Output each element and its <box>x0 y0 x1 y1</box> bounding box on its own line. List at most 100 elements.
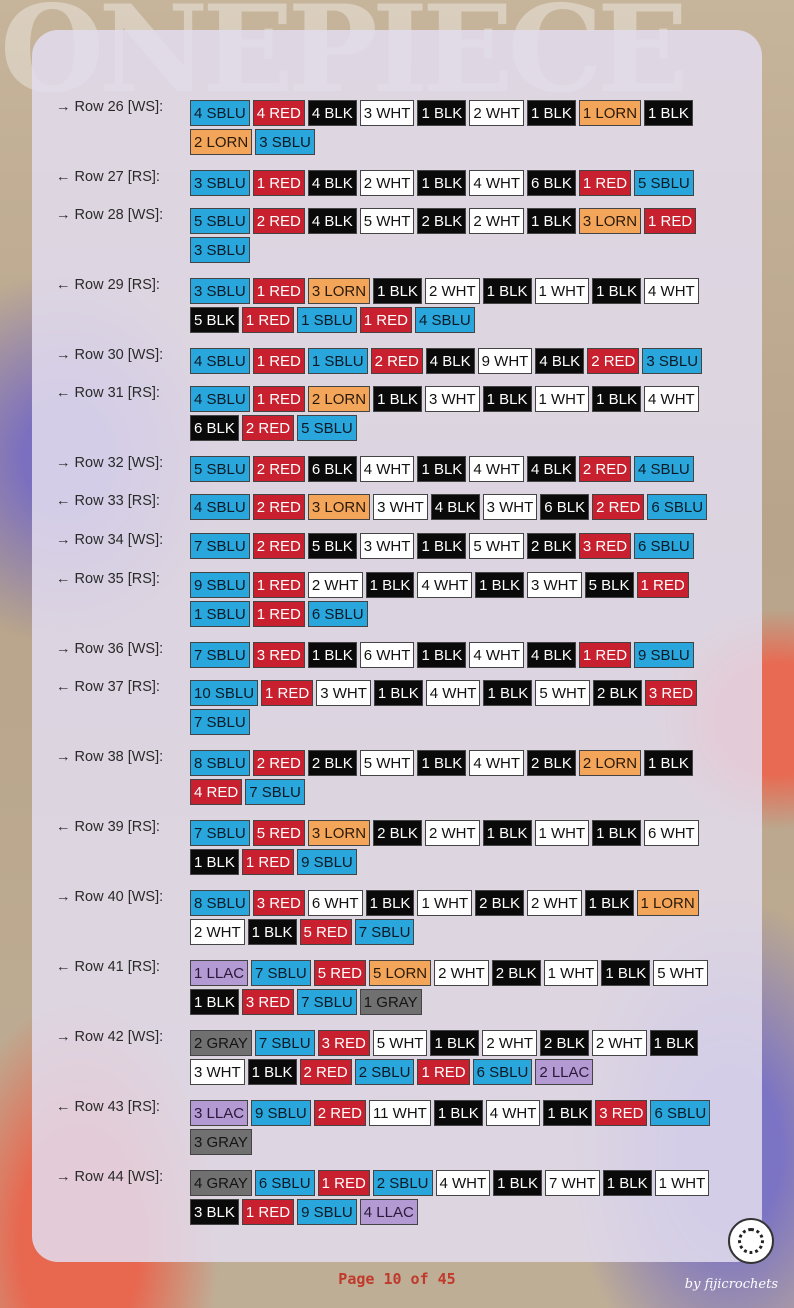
stitch-count-swatch: 5 WHT <box>372 1030 428 1056</box>
stitch-count-swatch: 2 RED <box>370 348 423 374</box>
stitch-count-swatch: 2 RED <box>252 533 305 559</box>
stitch-count-swatch: 8 SBLU <box>190 890 250 916</box>
stitch-count-swatch: 2 WHT <box>434 960 489 986</box>
color-swatch-group: 3 LLAC 9 SBLU 2 RED 11 WHT 1 BLK 4 WHT 1 BLK 3 … <box>190 1100 730 1155</box>
stitch-count-swatch: 1 WHT <box>543 960 599 986</box>
stitch-count-swatch: 3 WHT <box>316 680 371 706</box>
stitch-count-swatch: 4 WHT <box>435 1170 491 1196</box>
stitch-count-swatch: 4 SBLU <box>190 348 250 374</box>
stitch-count-swatch: 3 WHT <box>526 572 582 598</box>
stitch-count-swatch: 1 BLK <box>247 1059 297 1085</box>
stitch-count-swatch: 3 RED <box>241 989 295 1015</box>
stitch-count-swatch: 1 RED <box>252 170 305 196</box>
stitch-count-swatch: 2 RED <box>587 348 640 374</box>
color-swatch-group: 5 SBLU 2 RED 6 BLK 4 WHT 1 BLK 4 WHT 4 BLK 2 RE… <box>190 456 730 482</box>
stitch-count-swatch: 3 RED <box>252 642 305 668</box>
stitch-count-swatch: 5 WHT <box>535 680 590 706</box>
stitch-count-swatch: 4 LLAC <box>359 1199 418 1225</box>
stitch-count-swatch: 6 SBLU <box>472 1059 533 1085</box>
stitch-count-swatch: 6 WHT <box>359 642 415 668</box>
stitch-count-swatch: 6 BLK <box>540 494 590 520</box>
stitch-count-swatch: 1 BLK <box>649 1030 699 1056</box>
stitch-count-swatch: 1 SBLU <box>307 348 368 374</box>
stitch-count-swatch: 6 SBLU <box>254 1170 315 1196</box>
stitch-count-swatch: 1 BLK <box>433 1100 483 1126</box>
stitch-count-swatch: 3 RED <box>595 1100 648 1126</box>
stitch-count-swatch: 6 SBLU <box>307 601 368 627</box>
stitch-count-swatch: 5 BLK <box>190 307 239 333</box>
stitch-count-swatch: 3 SBLU <box>190 170 250 196</box>
stitch-count-swatch: 4 SBLU <box>634 456 694 482</box>
stitch-count-swatch: 3 WHT <box>373 494 428 520</box>
stitch-count-swatch: 3 WHT <box>359 533 415 559</box>
stitch-count-swatch: 1 RED <box>252 601 305 627</box>
stitch-count-swatch: 4 RED <box>252 100 305 126</box>
row-label: ← Row 43 [RS]: <box>56 1099 160 1115</box>
stitch-count-swatch: 7 SBLU <box>251 960 311 986</box>
stitch-count-swatch: 5 WHT <box>359 208 415 234</box>
stitch-count-swatch: 1 BLK <box>644 100 693 126</box>
stitch-count-swatch: 1 GRAY <box>359 989 422 1015</box>
row-label: → Row 44 [WS]: <box>56 1169 164 1185</box>
stitch-count-swatch: 2 LLAC <box>535 1059 594 1085</box>
stitch-count-swatch: 1 SBLU <box>190 601 250 627</box>
color-swatch-group: 8 SBLU 2 RED 2 BLK 5 WHT 1 BLK 4 WHT 2 BLK 2 LO… <box>190 750 730 805</box>
stitch-count-swatch: 4 SBLU <box>190 494 250 520</box>
stitch-count-swatch: 9 SBLU <box>634 642 694 668</box>
stitch-count-swatch: 2 WHT <box>359 170 415 196</box>
color-swatch-group: 4 SBLU 1 RED 2 LORN 1 BLK 3 WHT 1 BLK 1 WHT 1 B… <box>190 386 730 441</box>
row-label: ← Row 31 [RS]: <box>56 385 160 401</box>
stitch-count-swatch: 3 SBLU <box>190 278 250 304</box>
stitch-count-swatch: 1 BLK <box>482 386 532 412</box>
stitch-count-swatch: 2 SBLU <box>354 1059 415 1085</box>
stitch-count-swatch: 4 BLK <box>430 494 480 520</box>
stitch-count-swatch: 2 RED <box>578 456 632 482</box>
stitch-count-swatch: 5 RED <box>313 960 366 986</box>
stitch-count-swatch: 4 WHT <box>469 642 524 668</box>
stitch-count-swatch: 6 WHT <box>307 890 363 916</box>
stitch-count-swatch: 2 RED <box>252 750 305 776</box>
stitch-count-swatch: 1 LORN <box>636 890 699 916</box>
stitch-count-swatch: 6 BLK <box>190 415 239 441</box>
color-swatch-group: 4 GRAY 6 SBLU 1 RED 2 SBLU 4 WHT 1 BLK 7 WHT 1 … <box>190 1170 730 1225</box>
stitch-count-swatch: 2 BLK <box>526 533 576 559</box>
stitch-count-swatch: 3 WHT <box>190 1059 245 1085</box>
stitch-count-swatch: 2 BLK <box>373 820 422 846</box>
stitch-count-swatch: 2 BLK <box>540 1030 589 1056</box>
stitch-count-swatch: 9 SBLU <box>251 1100 311 1126</box>
stitch-count-swatch: 4 WHT <box>485 1100 541 1126</box>
stitch-count-swatch: 3 SBLU <box>255 129 315 155</box>
stitch-count-swatch: 7 SBLU <box>190 533 250 559</box>
stitch-count-swatch: 1 BLK <box>584 890 634 916</box>
color-swatch-group: 4 SBLU 1 RED 1 SBLU 2 RED 4 BLK 9 WHT 4 BLK 2 R… <box>190 348 730 374</box>
stitch-count-swatch: 1 BLK <box>365 572 415 598</box>
stitch-count-swatch: 4 BLK <box>307 170 357 196</box>
stitch-count-swatch: 5 BLK <box>584 572 634 598</box>
stitch-count-swatch: 1 LORN <box>578 100 642 126</box>
stitch-count-swatch: 3 BLK <box>190 1199 239 1225</box>
stitch-count-swatch: 7 SBLU <box>254 1030 315 1056</box>
row-label: → Row 42 [WS]: <box>56 1029 164 1045</box>
stitch-count-swatch: 2 WHT <box>307 572 363 598</box>
stitch-count-swatch: 1 RED <box>359 307 412 333</box>
stitch-count-swatch: 2 RED <box>241 415 295 441</box>
stitch-count-swatch: 6 BLK <box>526 170 576 196</box>
stitch-count-swatch: 3 RED <box>578 533 632 559</box>
stitch-count-swatch: 1 BLK <box>373 680 423 706</box>
stitch-count-swatch: 2 RED <box>299 1059 352 1085</box>
stitch-count-swatch: 1 LLAC <box>190 960 249 986</box>
stitch-count-swatch: 1 BLK <box>483 680 533 706</box>
row-label: → Row 30 [WS]: <box>56 347 164 363</box>
stitch-count-swatch: 3 GRAY <box>190 1129 252 1155</box>
stitch-count-swatch: 2 BLK <box>491 960 541 986</box>
stitch-count-swatch: 4 BLK <box>526 642 576 668</box>
stitch-count-swatch: 7 SBLU <box>190 820 250 846</box>
stitch-count-swatch: 2 LORN <box>190 129 253 155</box>
stitch-count-swatch: 1 RED <box>252 278 305 304</box>
stitch-count-swatch: 5 WHT <box>653 960 708 986</box>
stitch-count-swatch: 1 BLK <box>373 386 422 412</box>
row-label: → Row 38 [WS]: <box>56 749 164 765</box>
color-swatch-group: 3 SBLU 1 RED 4 BLK 2 WHT 1 BLK 4 WHT 6 BLK 1 RE… <box>190 170 730 196</box>
stitch-count-swatch: 2 BLK <box>307 750 357 776</box>
stitch-count-swatch: 4 WHT <box>359 456 415 482</box>
